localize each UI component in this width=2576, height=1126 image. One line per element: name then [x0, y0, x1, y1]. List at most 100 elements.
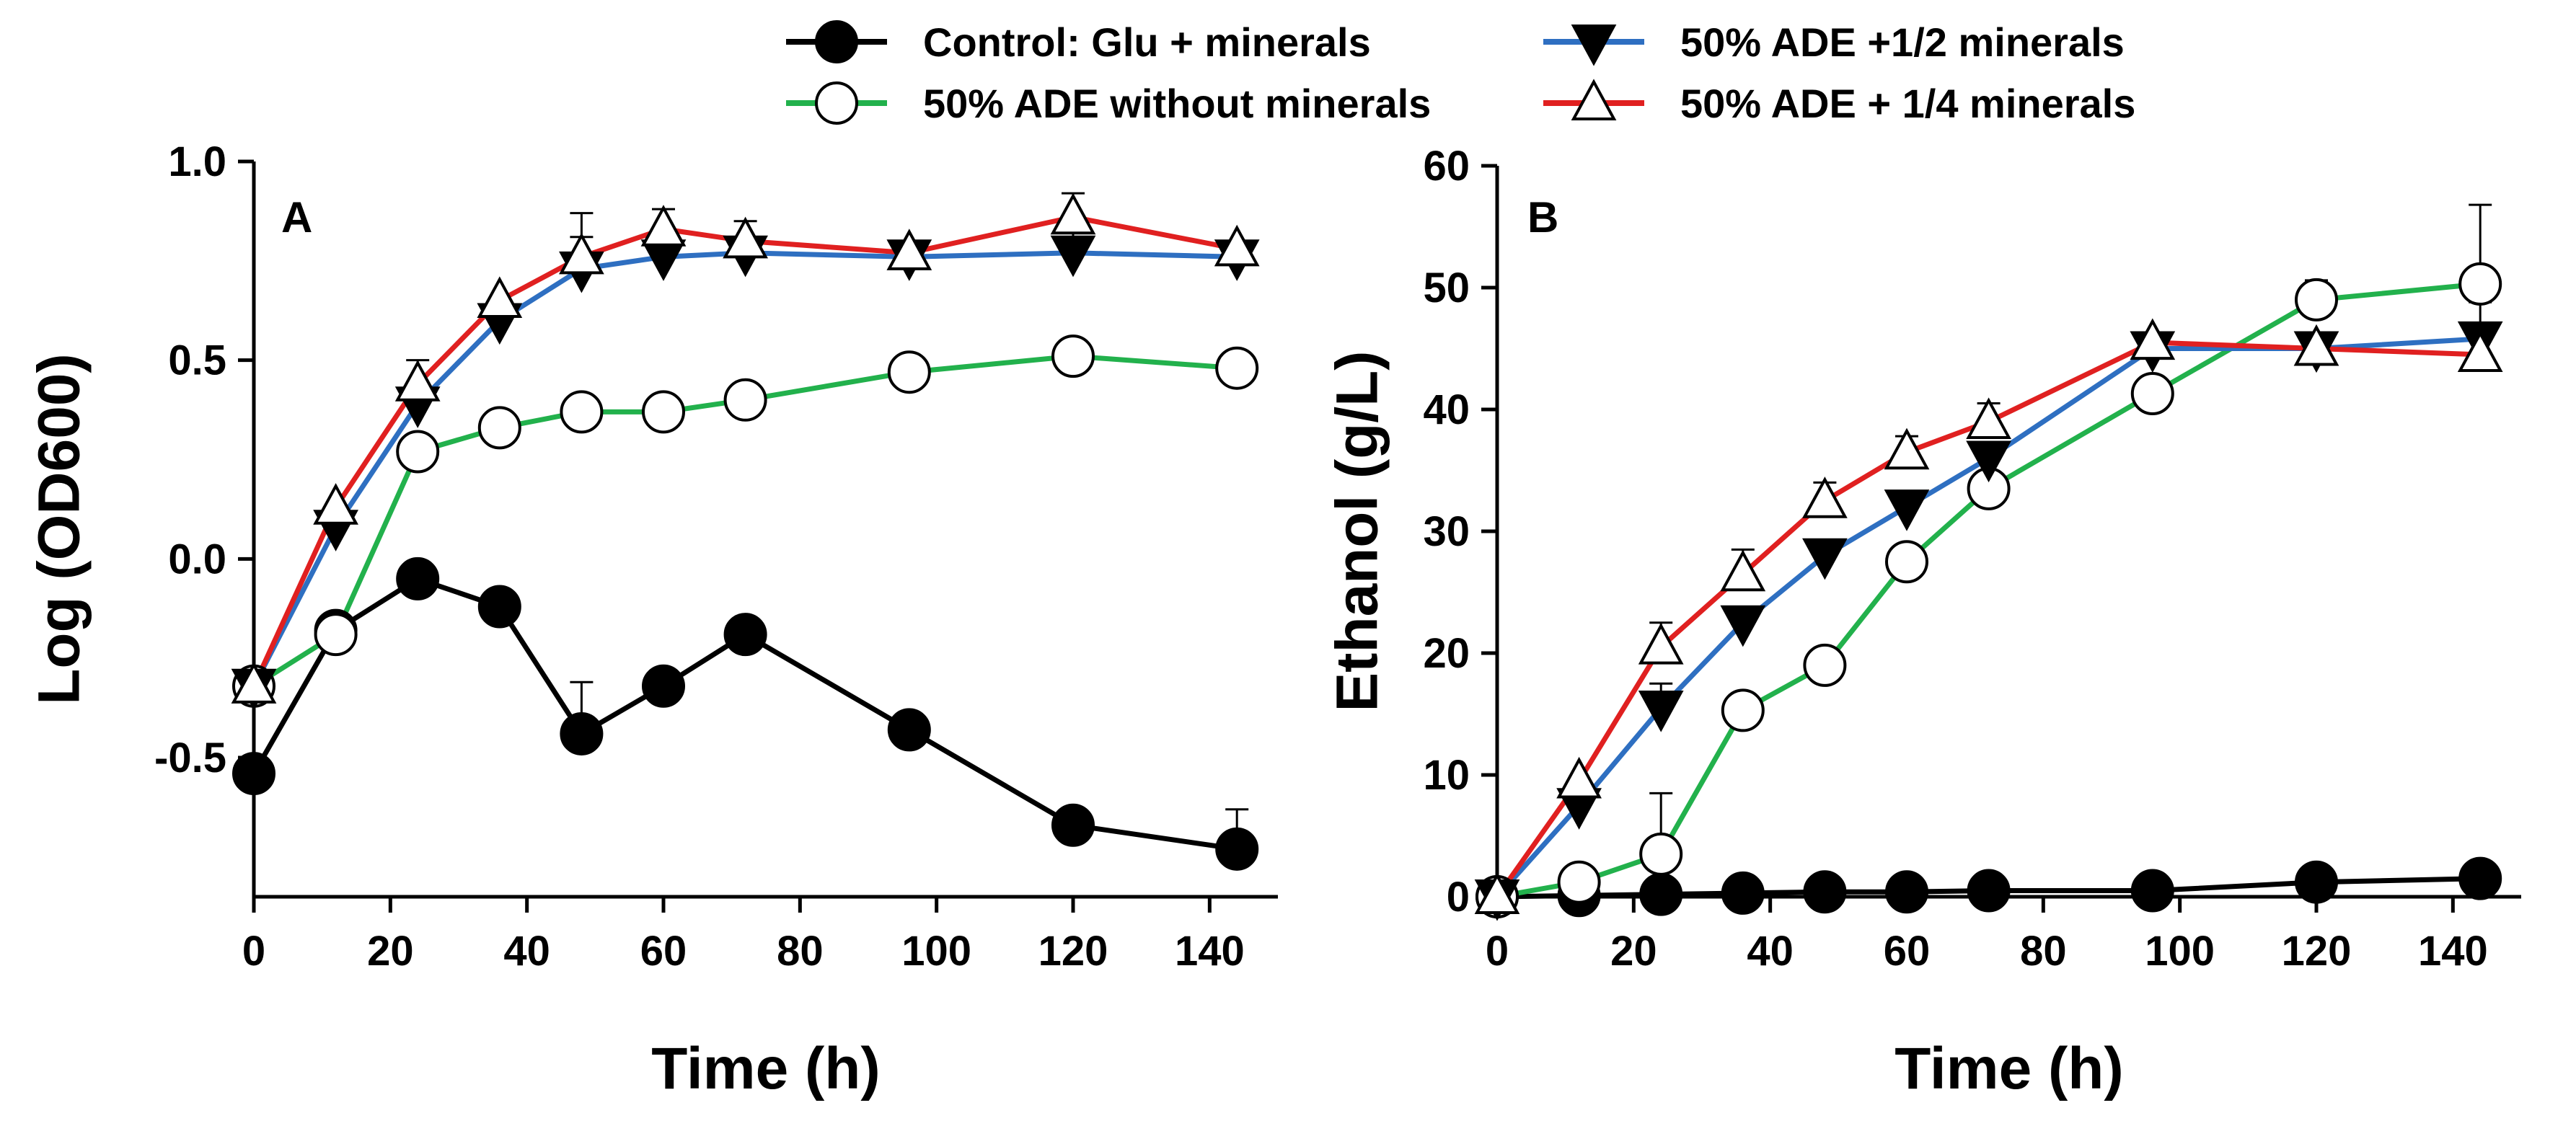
- x-axis-title: Time (h): [1894, 1036, 2123, 1101]
- panel-label: B: [1527, 193, 1558, 241]
- data-point: [1474, 872, 1520, 915]
- data-point: [394, 360, 441, 402]
- data-point: [2295, 278, 2338, 322]
- data-point: [1050, 235, 1096, 278]
- data-point: [396, 430, 440, 474]
- series-line: [251, 250, 1238, 688]
- data-point: [232, 752, 275, 796]
- legend-label: Control: Glu + minerals: [923, 19, 1371, 65]
- legend-marker: [815, 81, 858, 125]
- legend-entry: 50% ADE + 1/4 minerals: [1543, 79, 2135, 126]
- series-line: [251, 576, 1238, 852]
- data-point: [2130, 869, 2174, 913]
- data-point: [2295, 860, 2338, 904]
- data-point: [1215, 346, 1259, 390]
- x-tick-label: 80: [2020, 928, 2067, 975]
- data-point: [886, 229, 932, 270]
- legend: Control: Glu + minerals 50% ADE +1/2 mine…: [786, 19, 2135, 126]
- x-axis-title: Time (h): [651, 1036, 880, 1101]
- data-point: [2458, 262, 2502, 306]
- data-point: [1966, 397, 2011, 439]
- y-tick-label: 0: [1447, 874, 1470, 921]
- data-point: [560, 390, 604, 434]
- y-tick-label: 0.5: [168, 337, 226, 384]
- data-point: [1557, 860, 1601, 904]
- legend-entry: Control: Glu + minerals: [786, 19, 1371, 65]
- data-point: [560, 711, 604, 755]
- data-point: [1215, 827, 1259, 871]
- y-tick-label: 20: [1423, 630, 1470, 677]
- y-axis-title: Log (OD600): [27, 353, 92, 704]
- data-point: [887, 708, 931, 752]
- data-point: [1638, 691, 1684, 732]
- y-axis-title: Ethanol (g/L): [1325, 350, 1390, 711]
- data-point: [1803, 643, 1847, 687]
- legend-label: 50% ADE +1/2 minerals: [1680, 19, 2125, 65]
- x-tick-label: 80: [777, 928, 824, 975]
- data-point: [2130, 372, 2174, 416]
- panel-a-chart: 0 20 40 60 80 100 120 140 -0.5 0.0 0.5 1.0 Time (h) L…: [27, 138, 1278, 1101]
- data-point: [231, 662, 277, 704]
- legend-entry: 50% ADE +1/2 minerals: [1543, 19, 2125, 66]
- data-point: [723, 378, 767, 422]
- y-tick-label: 30: [1423, 508, 1470, 555]
- data-point: [314, 613, 358, 657]
- data-point: [477, 406, 521, 450]
- data-point: [1802, 538, 1848, 580]
- x-tick-label: 120: [2282, 928, 2352, 975]
- data-point: [1884, 489, 1930, 531]
- x-tick-label: 0: [242, 928, 265, 975]
- x-tick-label: 20: [367, 928, 414, 975]
- data-point: [396, 557, 440, 600]
- legend-marker: [1571, 79, 1617, 121]
- data-point: [1720, 549, 1766, 592]
- data-point: [1639, 832, 1683, 876]
- data-point: [2458, 856, 2502, 900]
- y-tick-label: 1.0: [168, 138, 226, 185]
- y-tick-label: 60: [1423, 143, 1470, 190]
- data-point: [1884, 427, 1930, 470]
- data-point: [1885, 870, 1928, 914]
- y-tick-label: -0.5: [154, 735, 226, 781]
- data-point: [887, 350, 931, 394]
- data-point: [642, 664, 685, 708]
- data-point: [1051, 334, 1095, 378]
- data-point: [1721, 871, 1765, 915]
- data-point: [723, 613, 767, 657]
- data-point: [1050, 192, 1096, 235]
- data-point: [1966, 440, 2011, 483]
- x-tick-label: 140: [1175, 928, 1245, 975]
- x-tick-label: 0: [1486, 928, 1509, 975]
- data-point: [1051, 803, 1095, 847]
- x-tick-label: 100: [2145, 928, 2215, 975]
- legend-entry: 50% ADE without minerals: [786, 81, 1431, 126]
- x-tick-label: 120: [1038, 928, 1108, 975]
- data-point: [2293, 324, 2339, 366]
- series-line: [252, 353, 1238, 688]
- data-point: [477, 276, 523, 319]
- y-tick-label: 40: [1423, 386, 1470, 433]
- data-point: [1967, 869, 2011, 913]
- data-point: [1214, 224, 1260, 267]
- data-point: [1638, 622, 1684, 665]
- x-tick-label: 140: [2418, 928, 2488, 975]
- x-tick-label: 100: [901, 928, 971, 975]
- data-point: [640, 205, 687, 247]
- x-tick-label: 60: [1884, 928, 1931, 975]
- x-tick-label: 40: [1747, 928, 1794, 975]
- legend-marker: [815, 20, 858, 63]
- data-point: [642, 390, 685, 434]
- data-point: [1885, 540, 1928, 584]
- legend-label: 50% ADE without minerals: [923, 81, 1431, 126]
- series-line: [251, 214, 1238, 688]
- legend-marker: [1571, 24, 1617, 66]
- series-line: [1495, 340, 2481, 899]
- series-line: [1496, 876, 2481, 900]
- data-point: [559, 232, 604, 275]
- series-line: [1495, 336, 2481, 899]
- data-point: [2457, 330, 2503, 372]
- data-point: [1721, 688, 1765, 732]
- data-point: [1802, 476, 1848, 518]
- y-tick-label: 10: [1423, 752, 1470, 799]
- data-point: [1720, 605, 1766, 647]
